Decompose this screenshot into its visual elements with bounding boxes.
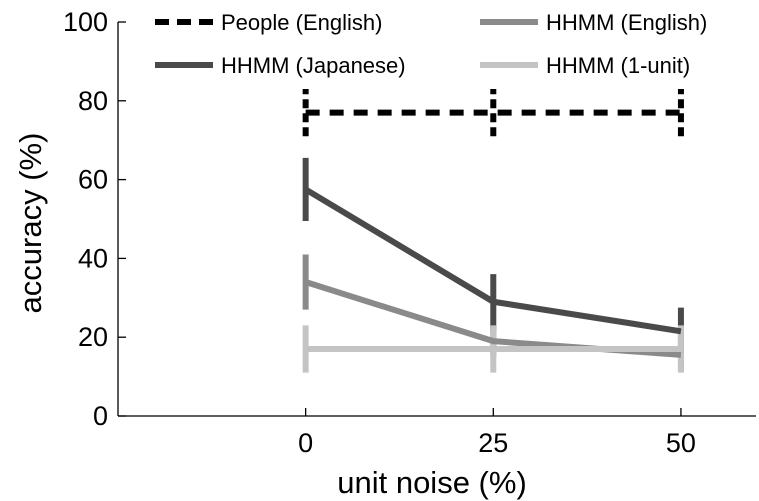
y-tick-label: 40 xyxy=(78,243,108,273)
series-lines xyxy=(304,109,682,358)
x-tick-label: 50 xyxy=(666,428,696,458)
y-axis-title: accuracy (%) xyxy=(13,133,48,314)
y-tick-label: 60 xyxy=(78,165,108,195)
error-bars xyxy=(302,88,684,373)
x-tick-label: 0 xyxy=(298,428,313,458)
x-axis-title: unit noise (%) xyxy=(337,465,527,500)
legend-label-hhmm-1-unit: HHMM (1-unit) xyxy=(546,53,690,78)
legend: People (English) HHMM (English) HHMM (Japa… xyxy=(155,10,707,78)
legend-label-hhmm-japanese: HHMM (Japanese) xyxy=(221,53,406,78)
legend-label-hhmm-english: HHMM (English) xyxy=(546,10,707,35)
y-tick-label: 100 xyxy=(63,7,108,37)
y-tick-label: 80 xyxy=(78,86,108,116)
axes: 0 20 40 60 80 100 0 25 50 unit noise (%) accuracy … xyxy=(13,7,756,500)
legend-label-people-english: People (English) xyxy=(221,10,382,35)
series-line-hhmm-japanese xyxy=(304,186,682,335)
y-tick-label: 20 xyxy=(78,322,108,352)
x-tick-label: 25 xyxy=(478,428,508,458)
y-tick-label: 0 xyxy=(93,401,108,431)
